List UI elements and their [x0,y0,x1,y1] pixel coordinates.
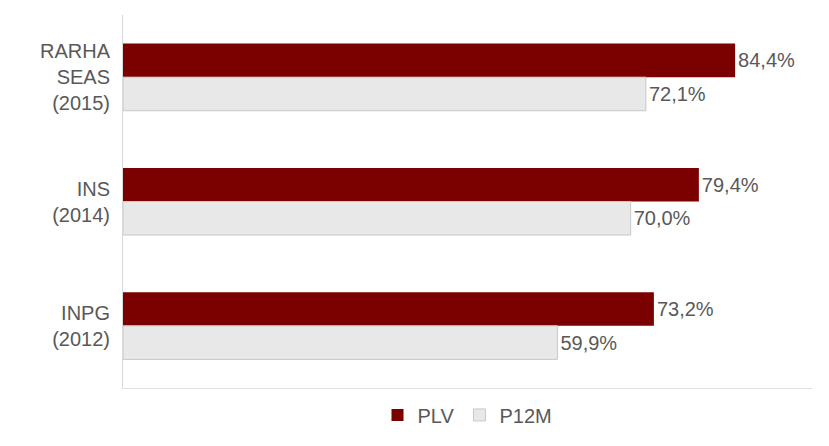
svg-text:INPG(2012): INPG(2012) [52,302,110,350]
svg-text:72,1%: 72,1% [649,83,706,105]
svg-text:RARHASEAS(2015): RARHASEAS(2015) [40,40,111,114]
svg-text:P12M: P12M [499,405,551,427]
svg-text:79,4%: 79,4% [702,174,759,196]
svg-text:73,2%: 73,2% [657,298,714,320]
svg-text:PLV: PLV [418,405,455,427]
svg-text:INS(2014): INS(2014) [52,178,110,226]
svg-text:59,9%: 59,9% [560,332,617,354]
svg-text:84,4%: 84,4% [738,49,795,71]
svg-text:70,0%: 70,0% [634,207,691,229]
